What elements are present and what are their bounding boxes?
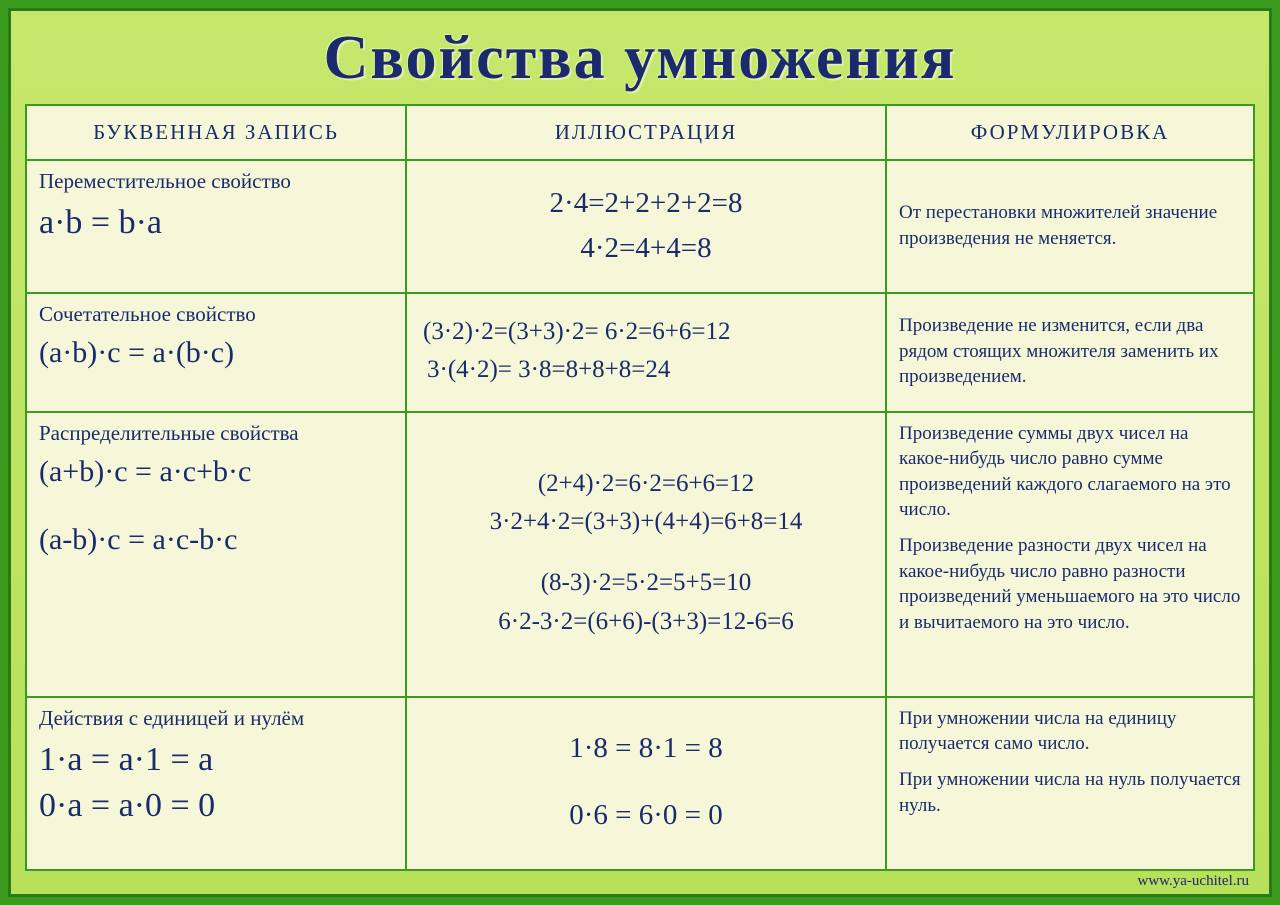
illus-line: (8-3)·2=5·2=5+5=10: [419, 564, 873, 603]
illus-line: (3·2)·2=(3+3)·2= 6·2=6+6=12: [419, 313, 873, 352]
illus-line: 1·8 = 8·1 = 8: [419, 726, 873, 771]
cell-illustration: 1·8 = 8·1 = 8 0·6 = 6·0 = 0: [406, 697, 886, 870]
desc-text: При умножении числа на нуль получается н…: [899, 767, 1241, 818]
formula-line: a·b = b·a: [39, 200, 393, 246]
cell-description: При умножении числа на единицу получаетс…: [886, 697, 1254, 870]
desc-text: Произведение не изменится, если два рядо…: [899, 313, 1241, 390]
property-name: Распределительные свойства: [39, 421, 393, 446]
desc-text: Произведение разности двух чисел на како…: [899, 533, 1241, 636]
cell-illustration: 2·4=2+2+2+2=8 4·2=4+4=8: [406, 160, 886, 293]
property-name: Действия с единицей и нулём: [39, 706, 393, 731]
cell-notation: Сочетательное свойство (a·b)·c = a·(b·c): [26, 293, 406, 411]
illus-line: 6·2-3·2=(6+6)-(3+3)=12-6=6: [419, 603, 873, 642]
cell-description: От перестановки множителей значение прои…: [886, 160, 1254, 293]
table-row: Сочетательное свойство (a·b)·c = a·(b·c)…: [26, 293, 1254, 411]
cell-illustration: (3·2)·2=(3+3)·2= 6·2=6+6=12 3·(4·2)= 3·8…: [406, 293, 886, 411]
table-row: Действия с единицей и нулём 1·a = a·1 = …: [26, 697, 1254, 870]
col-header-illustration: ИЛЛЮСТРАЦИЯ: [406, 105, 886, 160]
cell-description: Произведение суммы двух чисел на какое-н…: [886, 412, 1254, 697]
desc-text: От перестановки множителей значение прои…: [899, 200, 1241, 251]
table-row: Переместительное свойство a·b = b·a 2·4=…: [26, 160, 1254, 293]
table-row: Распределительные свойства (a+b)·c = a·c…: [26, 412, 1254, 697]
illus-line: 3·2+4·2=(3+3)+(4+4)=6+8=14: [419, 503, 873, 542]
footer-url: www.ya-uchitel.ru: [25, 871, 1255, 890]
formula-line: (a-b)·c = a·c-b·c: [39, 520, 393, 561]
property-name: Сочетательное свойство: [39, 302, 393, 327]
desc-text: При умножении числа на единицу получаетс…: [899, 706, 1241, 757]
cell-notation: Действия с единицей и нулём 1·a = a·1 = …: [26, 697, 406, 870]
poster-frame: Свойства умножения БУКВЕННАЯ ЗАПИСЬ ИЛЛЮ…: [8, 8, 1272, 897]
property-name: Переместительное свойство: [39, 169, 393, 194]
illus-line: 2·4=2+2+2+2=8: [419, 181, 873, 226]
desc-text: Произведение суммы двух чисел на какое-н…: [899, 421, 1241, 524]
cell-notation: Переместительное свойство a·b = b·a: [26, 160, 406, 293]
formula-line: (a·b)·c = a·(b·c): [39, 333, 393, 374]
formula-line: 1·a = a·1 = a: [39, 737, 393, 783]
col-header-description: ФОРМУЛИРОВКА: [886, 105, 1254, 160]
illus-line: 3·(4·2)= 3·8=8+8+8=24: [419, 351, 873, 390]
illus-line: (2+4)·2=6·2=6+6=12: [419, 465, 873, 504]
formula-line: 0·a = a·0 = 0: [39, 783, 393, 829]
formula-line: (a+b)·c = a·c+b·c: [39, 452, 393, 493]
illus-line: 0·6 = 6·0 = 0: [419, 793, 873, 838]
col-header-notation: БУКВЕННАЯ ЗАПИСЬ: [26, 105, 406, 160]
table-header-row: БУКВЕННАЯ ЗАПИСЬ ИЛЛЮСТРАЦИЯ ФОРМУЛИРОВК…: [26, 105, 1254, 160]
cell-description: Произведение не изменится, если два рядо…: [886, 293, 1254, 411]
cell-illustration: (2+4)·2=6·2=6+6=12 3·2+4·2=(3+3)+(4+4)=6…: [406, 412, 886, 697]
illus-line: 4·2=4+4=8: [419, 226, 873, 271]
page-title: Свойства умножения: [25, 17, 1255, 104]
properties-table: БУКВЕННАЯ ЗАПИСЬ ИЛЛЮСТРАЦИЯ ФОРМУЛИРОВК…: [25, 104, 1255, 871]
cell-notation: Распределительные свойства (a+b)·c = a·c…: [26, 412, 406, 697]
